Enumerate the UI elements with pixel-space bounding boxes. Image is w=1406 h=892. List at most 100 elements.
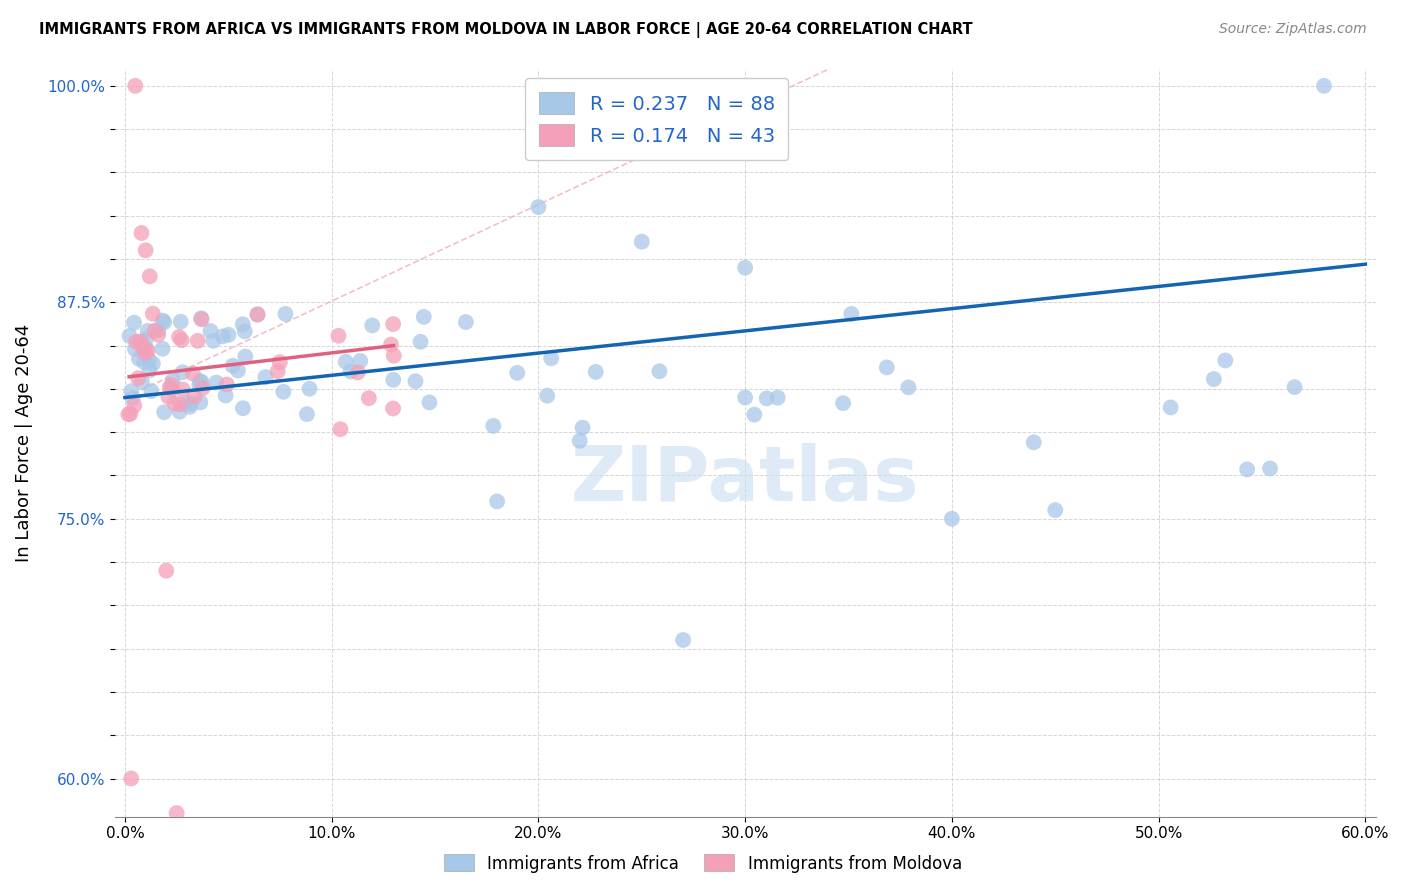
- Point: [187, 334, 209, 348]
- Point: [232, 318, 254, 332]
- Point: [298, 382, 321, 396]
- Point: [1236, 462, 1258, 476]
- Point: [232, 401, 254, 416]
- Point: [540, 351, 562, 366]
- Point: [172, 365, 194, 379]
- Point: [226, 363, 249, 377]
- Point: [135, 342, 157, 356]
- Point: [120, 772, 142, 786]
- Point: [172, 383, 194, 397]
- Point: [152, 313, 174, 327]
- Point: [124, 398, 146, 412]
- Point: [482, 418, 505, 433]
- Legend: Immigrants from Africa, Immigrants from Moldova: Immigrants from Africa, Immigrants from …: [437, 847, 969, 880]
- Point: [361, 318, 384, 333]
- Point: [211, 329, 233, 343]
- Point: [138, 363, 160, 377]
- Point: [138, 353, 160, 368]
- Point: [121, 391, 143, 405]
- Point: [382, 373, 405, 387]
- Point: [382, 401, 405, 416]
- Point: [215, 377, 238, 392]
- Point: [536, 389, 558, 403]
- Point: [734, 391, 756, 405]
- Point: [734, 260, 756, 275]
- Point: [382, 349, 405, 363]
- Text: IMMIGRANTS FROM AFRICA VS IMMIGRANTS FROM MOLDOVA IN LABOR FORCE | AGE 20-64 COR: IMMIGRANTS FROM AFRICA VS IMMIGRANTS FRO…: [39, 22, 973, 38]
- Y-axis label: In Labor Force | Age 20-64: In Labor Force | Age 20-64: [15, 324, 32, 562]
- Point: [136, 324, 159, 338]
- Point: [246, 307, 269, 321]
- Point: [170, 333, 193, 347]
- Point: [1258, 461, 1281, 475]
- Point: [1213, 353, 1236, 368]
- Point: [176, 396, 198, 410]
- Point: [382, 317, 405, 331]
- Point: [744, 408, 766, 422]
- Point: [200, 324, 222, 338]
- Point: [568, 434, 591, 448]
- Point: [120, 407, 142, 421]
- Point: [163, 396, 186, 410]
- Point: [339, 364, 361, 378]
- Point: [405, 374, 427, 388]
- Point: [143, 324, 166, 338]
- Point: [131, 226, 153, 240]
- Point: [170, 315, 193, 329]
- Point: [183, 390, 205, 404]
- Point: [188, 374, 211, 388]
- Point: [135, 244, 157, 258]
- Point: [180, 397, 202, 411]
- Point: [755, 392, 778, 406]
- Point: [190, 375, 212, 389]
- Point: [139, 269, 162, 284]
- Point: [380, 337, 402, 351]
- Point: [274, 307, 297, 321]
- Point: [153, 405, 176, 419]
- Point: [246, 308, 269, 322]
- Point: [876, 360, 898, 375]
- Point: [181, 367, 204, 381]
- Point: [142, 307, 165, 321]
- Point: [486, 494, 509, 508]
- Point: [190, 312, 212, 326]
- Point: [191, 381, 214, 395]
- Point: [202, 334, 225, 348]
- Point: [1284, 380, 1306, 394]
- Point: [159, 380, 181, 394]
- Point: [295, 407, 318, 421]
- Point: [205, 376, 228, 390]
- Point: [273, 384, 295, 399]
- Point: [585, 365, 607, 379]
- Point: [131, 340, 153, 354]
- Point: [1202, 372, 1225, 386]
- Point: [267, 364, 290, 378]
- Point: [136, 343, 159, 358]
- Point: [125, 334, 148, 349]
- Point: [142, 357, 165, 371]
- Point: [190, 311, 212, 326]
- Point: [218, 327, 240, 342]
- Point: [897, 380, 920, 394]
- Point: [127, 371, 149, 385]
- Point: [357, 391, 380, 405]
- Point: [134, 346, 156, 360]
- Point: [157, 390, 180, 404]
- Point: [841, 307, 863, 321]
- Point: [169, 397, 191, 411]
- Point: [454, 315, 477, 329]
- Point: [122, 316, 145, 330]
- Point: [527, 200, 550, 214]
- Point: [160, 378, 183, 392]
- Point: [1022, 435, 1045, 450]
- Point: [412, 310, 434, 324]
- Point: [155, 564, 177, 578]
- Point: [129, 334, 152, 349]
- Point: [329, 422, 352, 436]
- Point: [832, 396, 855, 410]
- Point: [571, 420, 593, 434]
- Point: [672, 632, 695, 647]
- Point: [117, 407, 139, 421]
- Point: [418, 395, 440, 409]
- Point: [166, 806, 188, 821]
